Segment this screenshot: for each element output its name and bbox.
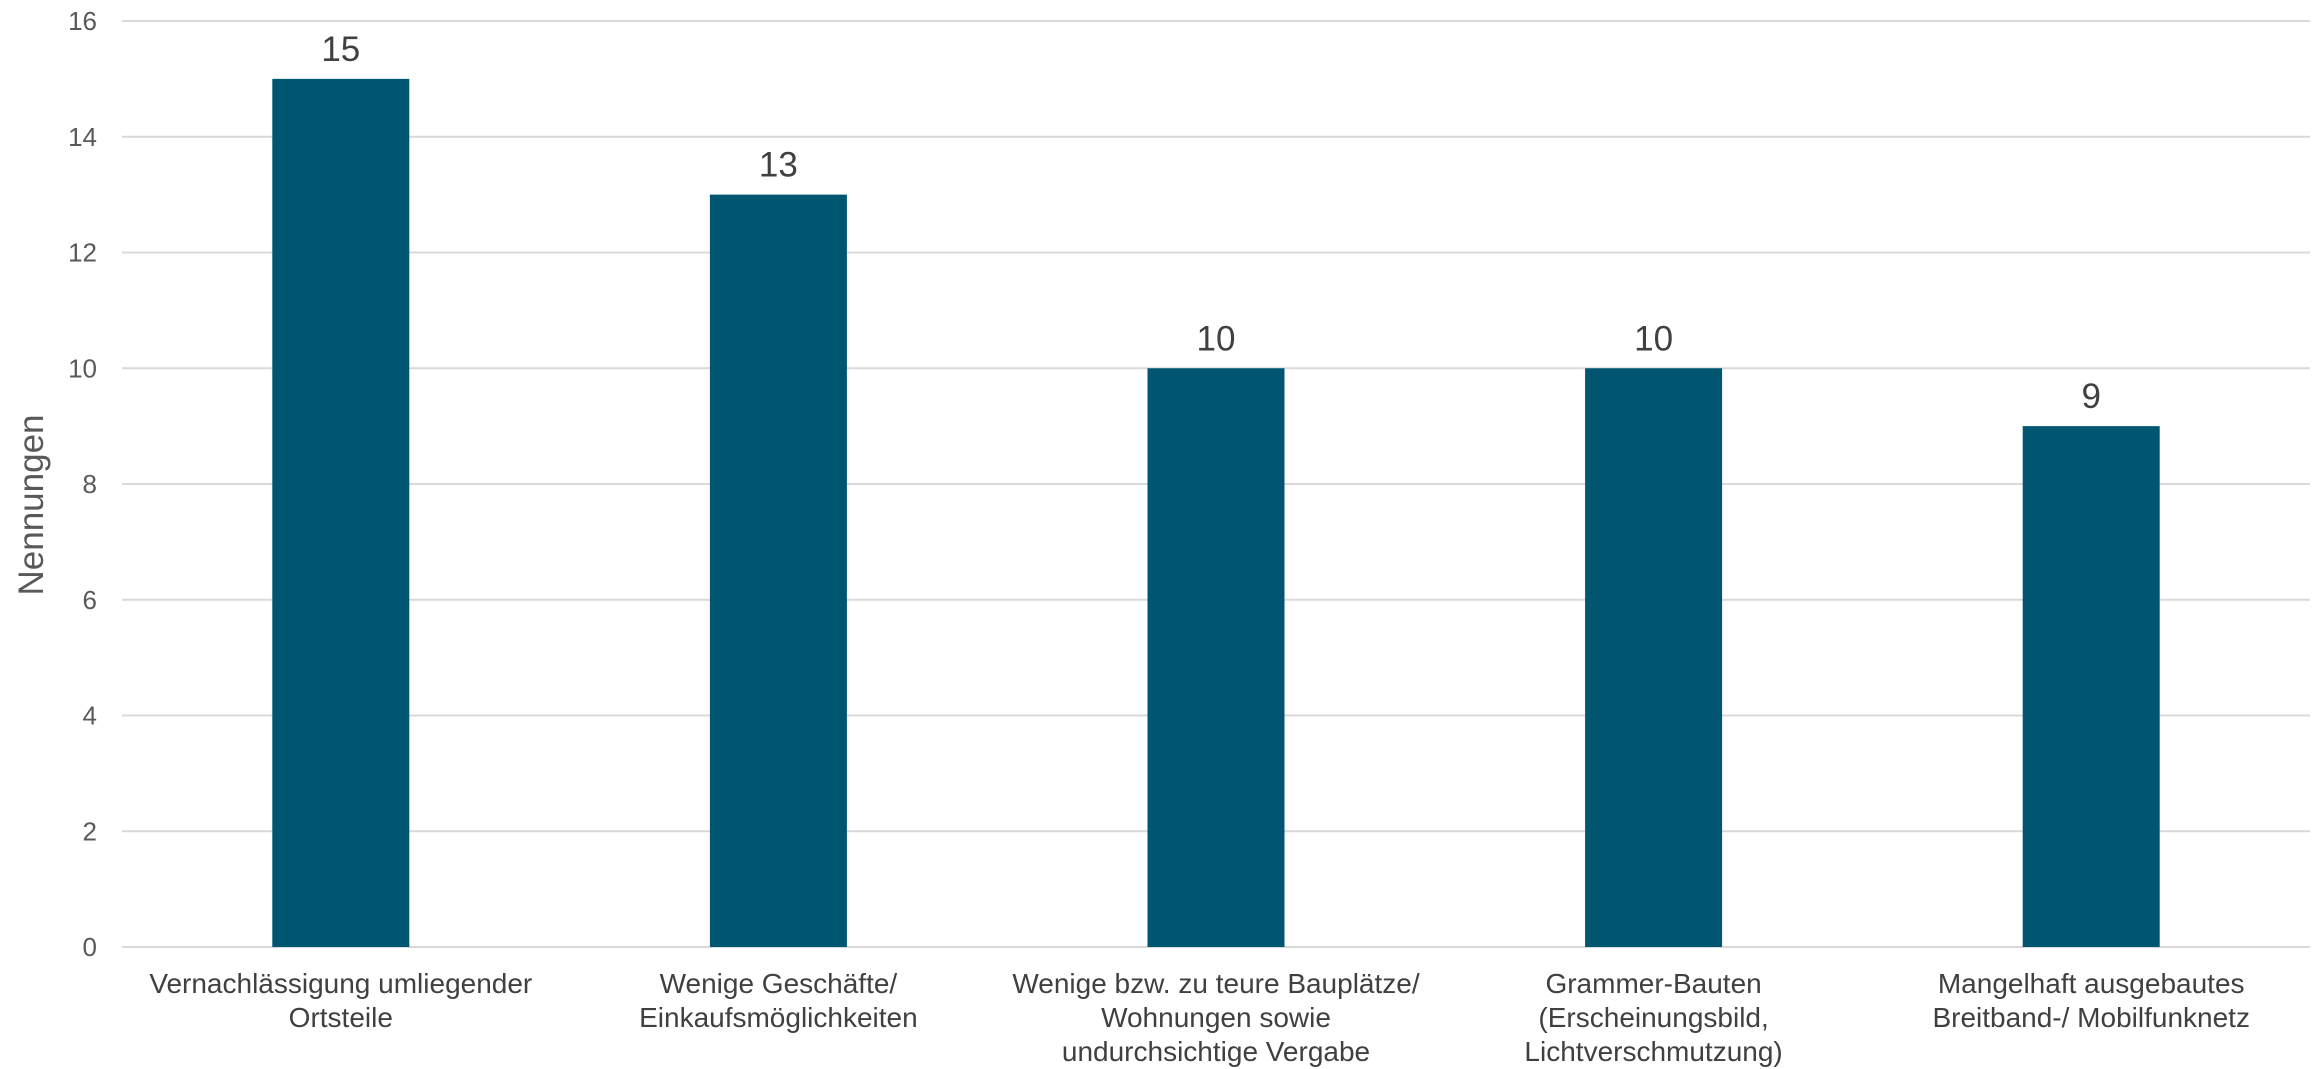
category-label: Wenige bzw. zu teure Bauplätze/Wohnungen… [1012, 968, 1420, 1067]
category-label-line: Einkaufsmöglichkeiten [639, 1002, 918, 1033]
bar [1585, 368, 1723, 947]
bars [272, 78, 2160, 947]
y-tick-label: 12 [68, 238, 97, 268]
category-label: Mangelhaft ausgebautes Breitband-/ Mobilf… [1932, 968, 2250, 1033]
data-label: 10 [1197, 319, 1236, 358]
data-label: 13 [759, 146, 798, 185]
category-label-line: Lichtverschmutzung) [1524, 1036, 1782, 1067]
data-label: 9 [2081, 377, 2100, 416]
category-label: Wenige Geschäfte/Einkaufsmöglichkeiten [639, 968, 918, 1033]
category-label: Vernachlässigung umliegender Ortsteile [149, 968, 532, 1033]
bar [1147, 368, 1285, 947]
category-label: Grammer-Bauten (Erscheinungsbild, Lichtver… [1524, 968, 1782, 1067]
category-label-line: Breitband-/ Mobilfunknetz [1932, 1002, 2250, 1033]
category-label-line: Wohnungen sowie [1101, 1002, 1331, 1033]
category-label-line: Grammer-Bauten [1545, 968, 1761, 999]
category-label-line: Ortsteile [289, 1002, 393, 1033]
y-axis-title: Nennungen [12, 415, 51, 596]
y-tick-label: 14 [68, 122, 97, 152]
y-tick-label: 6 [83, 585, 97, 615]
y-tick-label: 0 [83, 932, 97, 962]
category-label-line: Wenige Geschäfte/ [660, 968, 898, 999]
category-label-line: Vernachlässigung umliegender [149, 968, 532, 999]
y-tick-label: 4 [83, 701, 97, 731]
category-label-line: Wenige bzw. zu teure Bauplätze/ [1012, 968, 1420, 999]
y-axis-tick-labels: 0 2 4 6 8 10 12 14 16 [68, 6, 97, 962]
data-label: 15 [321, 30, 360, 69]
bar [272, 78, 410, 947]
bar [2022, 426, 2160, 947]
bar [709, 194, 847, 947]
category-label-line: Mangelhaft ausgebautes [1938, 968, 2245, 999]
y-tick-label: 10 [68, 353, 97, 383]
category-label-line: undurchsichtige Vergabe [1062, 1036, 1370, 1067]
y-tick-label: 2 [83, 816, 97, 846]
y-tick-label: 8 [83, 469, 97, 499]
y-tick-label: 16 [68, 6, 97, 36]
category-label-line: (Erscheinungsbild, [1538, 1002, 1768, 1033]
x-axis-category-labels: Vernachlässigung umliegender Ortsteile Wen… [149, 968, 2250, 1067]
data-label: 10 [1634, 319, 1673, 358]
data-labels: 15 13 10 10 9 [321, 30, 2101, 416]
